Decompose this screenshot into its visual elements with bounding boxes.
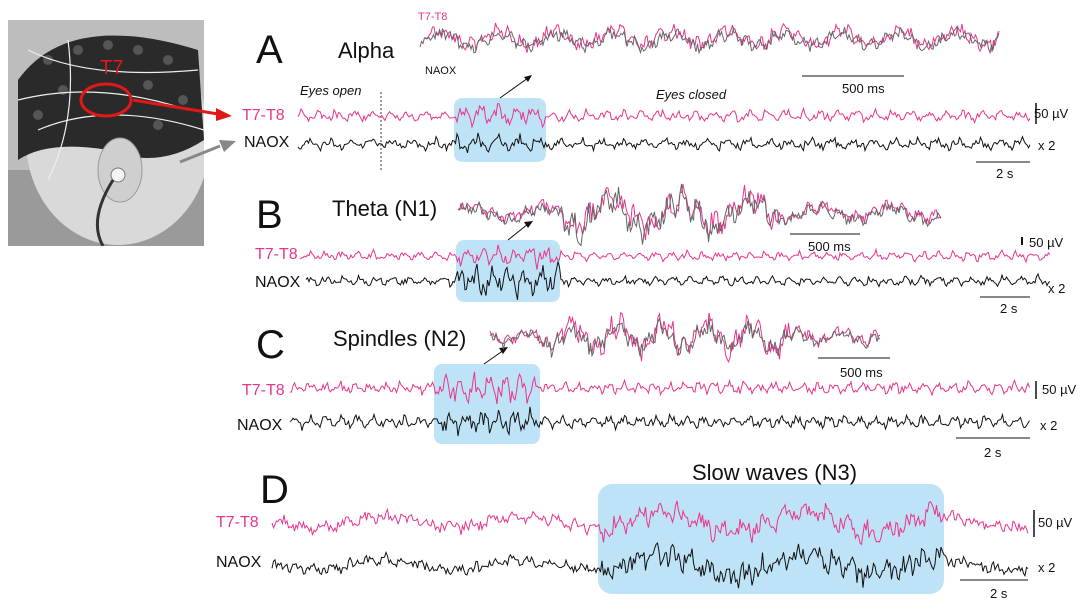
panel-a-inset-top-label: T7-T8	[418, 11, 448, 23]
inset-b-t7t8	[457, 183, 942, 241]
inset-b-naox	[457, 183, 942, 247]
arrow-b	[507, 223, 529, 241]
panel-a-channel-top: T7-T8	[242, 107, 285, 124]
panel-d-gain: x 2	[1038, 560, 1056, 575]
panel-d-channel-top: T7-T8	[216, 514, 259, 531]
eeg-cap-photo	[8, 20, 204, 246]
trace-a-naox	[297, 132, 1031, 153]
trace-b-naox	[305, 261, 1051, 300]
panel-b-inset-scale: 500 ms	[808, 239, 851, 254]
panel-d-channel-bottom: NAOX	[216, 554, 262, 571]
panel-d-title: Slow waves (N3)	[692, 460, 858, 485]
panel-a-time-scale: 2 s	[996, 166, 1014, 181]
eyes-open-label: Eyes open	[300, 83, 362, 98]
highlight-d	[598, 484, 944, 594]
inset-a-t7t8	[424, 22, 1000, 53]
t7-arrow	[132, 98, 219, 116]
panel-a-amp-scale: 50 µV	[1034, 106, 1069, 121]
panel-a-letter: A	[256, 28, 283, 72]
inset-a-naox	[419, 25, 1000, 55]
panel-c-channel-top: T7-T8	[242, 382, 285, 399]
arrow-c	[483, 349, 505, 365]
panel-c-inset-scale: 500 ms	[840, 365, 883, 380]
panel-b-amp-scale: 50 µV	[1029, 235, 1064, 250]
panel-b-channel-top: T7-T8	[255, 246, 298, 263]
panel-a-inset-scale: 500 ms	[842, 81, 885, 96]
panel-b-gain: x 2	[1048, 281, 1066, 296]
trace-b-t7t8	[299, 244, 1051, 270]
panel-a-gain: x 2	[1038, 138, 1056, 153]
panel-d-letter: D	[260, 468, 289, 512]
panel-c-time-scale: 2 s	[984, 445, 1002, 460]
eyes-closed-label: Eyes closed	[656, 87, 727, 102]
panel-b-channel-bottom: NAOX	[255, 274, 301, 291]
panel-c-amp-scale: 50 µV	[1042, 382, 1077, 397]
trace-c-naox	[289, 406, 1030, 437]
trace-d-t7t8	[271, 500, 1029, 546]
trace-c-t7t8	[289, 371, 1030, 405]
panel-d-amp-scale: 50 µV	[1038, 515, 1073, 530]
panel-d-time-scale: 2 s	[990, 586, 1008, 601]
panel-c-title: Spindles (N2)	[333, 326, 467, 351]
panel-b-time-scale: 2 s	[1000, 301, 1018, 316]
inset-c-t7t8	[489, 312, 881, 363]
inset-c-naox	[489, 317, 881, 358]
trace-d-naox	[271, 541, 1029, 589]
panel-c-gain: x 2	[1040, 418, 1058, 433]
highlight-c	[434, 364, 540, 444]
naox-arrow	[179, 144, 221, 164]
naox-arrow-head	[219, 140, 236, 152]
arrow-a	[499, 77, 529, 99]
panel-a-inset-bottom-label: NAOX	[425, 65, 457, 77]
panel-b-letter: B	[256, 193, 283, 237]
electrode-label: T7	[100, 57, 124, 79]
panel-a-channel-bottom: NAOX	[244, 134, 290, 151]
t7-arrow-head	[216, 108, 232, 121]
panel-c-letter: C	[256, 323, 285, 367]
panel-b-title: Theta (N1)	[332, 196, 438, 221]
trace-a-t7t8	[297, 103, 1031, 129]
panel-a-title: Alpha	[338, 38, 395, 63]
panel-c-channel-bottom: NAOX	[237, 417, 283, 434]
